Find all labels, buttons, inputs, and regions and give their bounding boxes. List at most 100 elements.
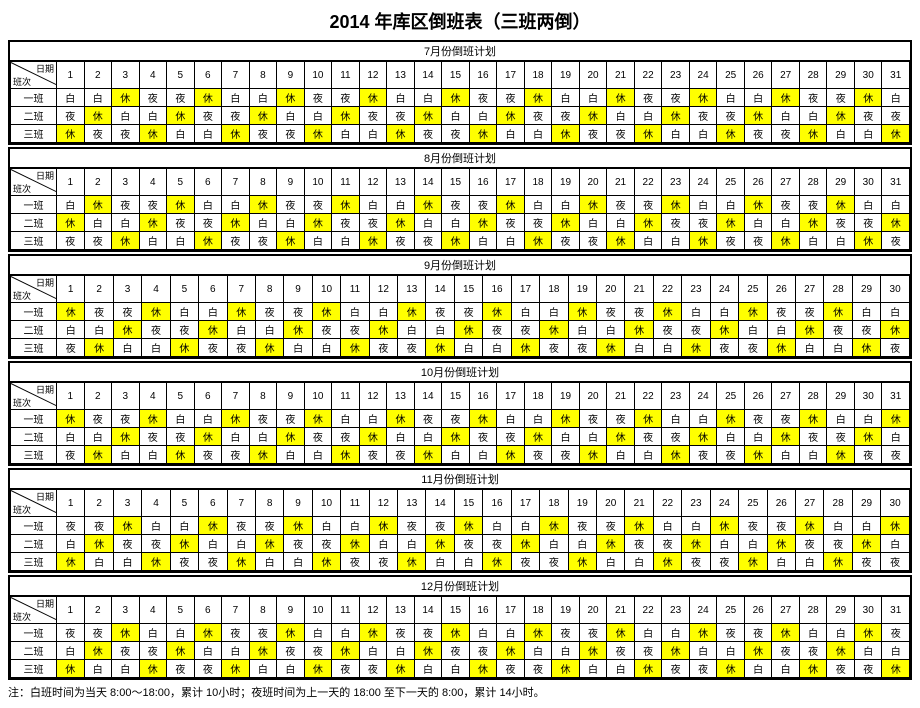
shift-cell: 休 bbox=[112, 428, 140, 446]
day-header: 19 bbox=[552, 383, 580, 410]
day-header: 27 bbox=[795, 276, 823, 303]
shift-label: 三班 bbox=[11, 660, 57, 678]
shift-cell: 休 bbox=[85, 535, 113, 553]
shift-cell: 夜 bbox=[827, 89, 855, 107]
month-block: 10月份倒班计划日期班次1234567891011121314151617181… bbox=[8, 361, 912, 466]
shift-cell: 白 bbox=[607, 660, 635, 678]
shift-cell: 休 bbox=[634, 660, 662, 678]
shift-cell: 休 bbox=[359, 89, 387, 107]
shift-cell: 夜 bbox=[57, 339, 85, 357]
day-header: 2 bbox=[84, 383, 112, 410]
day-header: 4 bbox=[139, 597, 167, 624]
shift-cell: 休 bbox=[277, 428, 305, 446]
shift-cell: 夜 bbox=[304, 89, 332, 107]
shift-cell: 白 bbox=[139, 624, 167, 642]
shift-cell: 夜 bbox=[662, 214, 690, 232]
shift-cell: 白 bbox=[84, 89, 112, 107]
shift-cell: 白 bbox=[795, 339, 823, 357]
shift-cell: 休 bbox=[524, 428, 552, 446]
shift-cell: 白 bbox=[524, 196, 552, 214]
shift-cell: 休 bbox=[739, 553, 767, 571]
shift-cell: 夜 bbox=[579, 125, 607, 143]
shift-cell: 夜 bbox=[568, 517, 596, 535]
day-header: 12 bbox=[359, 62, 387, 89]
day-header: 2 bbox=[84, 597, 112, 624]
shift-cell: 休 bbox=[634, 214, 662, 232]
day-header: 7 bbox=[227, 490, 255, 517]
shift-cell: 休 bbox=[689, 232, 717, 250]
shift-cell: 休 bbox=[170, 339, 198, 357]
shift-cell: 白 bbox=[139, 107, 167, 125]
shift-cell: 白 bbox=[497, 410, 525, 428]
day-header: 31 bbox=[882, 597, 910, 624]
shift-cell: 夜 bbox=[717, 107, 745, 125]
shift-cell: 休 bbox=[881, 321, 910, 339]
shift-cell: 夜 bbox=[497, 214, 525, 232]
shift-cell: 白 bbox=[454, 339, 482, 357]
shift-cell: 休 bbox=[497, 107, 525, 125]
shift-cell: 夜 bbox=[552, 446, 580, 464]
day-header: 1 bbox=[57, 169, 85, 196]
day-header: 28 bbox=[799, 383, 827, 410]
shift-cell: 休 bbox=[277, 232, 305, 250]
month-block: 11月份倒班计划日期班次1234567891011121314151617181… bbox=[8, 468, 912, 573]
shift-cell: 白 bbox=[540, 535, 568, 553]
shift-cell: 夜 bbox=[795, 535, 823, 553]
shift-cell: 休 bbox=[540, 517, 568, 535]
shift-cell: 夜 bbox=[682, 553, 710, 571]
shift-cell: 夜 bbox=[57, 624, 85, 642]
day-header: 15 bbox=[454, 276, 482, 303]
corner-cell: 日期班次 bbox=[11, 597, 57, 624]
day-header: 2 bbox=[85, 276, 113, 303]
shift-cell: 白 bbox=[249, 214, 277, 232]
day-header: 23 bbox=[682, 276, 710, 303]
shift-cell: 夜 bbox=[387, 446, 415, 464]
shift-cell: 夜 bbox=[113, 535, 141, 553]
shift-cell: 休 bbox=[359, 232, 387, 250]
shift-cell: 白 bbox=[597, 321, 625, 339]
shift-cell: 休 bbox=[579, 107, 607, 125]
shift-cell: 夜 bbox=[167, 214, 195, 232]
shift-cell: 休 bbox=[113, 321, 141, 339]
shift-cell: 白 bbox=[387, 89, 415, 107]
day-header: 15 bbox=[442, 62, 470, 89]
shift-cell: 休 bbox=[277, 89, 305, 107]
shift-cell: 休 bbox=[625, 517, 653, 535]
day-header: 30 bbox=[854, 383, 882, 410]
shift-cell: 白 bbox=[568, 321, 596, 339]
shift-cell: 白 bbox=[634, 446, 662, 464]
shift-cell: 夜 bbox=[332, 660, 360, 678]
shift-cell: 休 bbox=[824, 303, 852, 321]
shift-cell: 夜 bbox=[483, 535, 511, 553]
corner-bottom-label: 班次 bbox=[13, 610, 31, 623]
shift-cell: 夜 bbox=[304, 428, 332, 446]
shift-cell: 休 bbox=[634, 410, 662, 428]
shift-cell: 夜 bbox=[854, 214, 882, 232]
day-header: 13 bbox=[387, 383, 415, 410]
shift-cell: 夜 bbox=[795, 303, 823, 321]
shift-cell: 白 bbox=[369, 535, 397, 553]
day-header: 6 bbox=[199, 490, 227, 517]
shift-cell: 夜 bbox=[194, 214, 222, 232]
shift-cell: 白 bbox=[332, 125, 360, 143]
shift-cell: 夜 bbox=[772, 410, 800, 428]
shift-cell: 休 bbox=[387, 214, 415, 232]
shift-cell: 白 bbox=[597, 553, 625, 571]
day-header: 18 bbox=[540, 490, 568, 517]
day-header: 19 bbox=[552, 62, 580, 89]
shift-cell: 休 bbox=[142, 553, 170, 571]
shift-cell: 白 bbox=[469, 232, 497, 250]
shift-cell: 休 bbox=[767, 535, 795, 553]
shift-cell: 休 bbox=[227, 303, 255, 321]
shift-cell: 白 bbox=[744, 214, 772, 232]
shift-cell: 白 bbox=[167, 624, 195, 642]
corner-top-label: 日期 bbox=[36, 276, 54, 289]
shift-cell: 白 bbox=[744, 89, 772, 107]
shift-cell: 休 bbox=[882, 214, 910, 232]
shift-cell: 夜 bbox=[85, 303, 113, 321]
shift-cell: 白 bbox=[799, 624, 827, 642]
day-header: 23 bbox=[682, 490, 710, 517]
shift-cell: 白 bbox=[277, 107, 305, 125]
shift-cell: 休 bbox=[57, 410, 85, 428]
shift-cell: 休 bbox=[222, 410, 250, 428]
